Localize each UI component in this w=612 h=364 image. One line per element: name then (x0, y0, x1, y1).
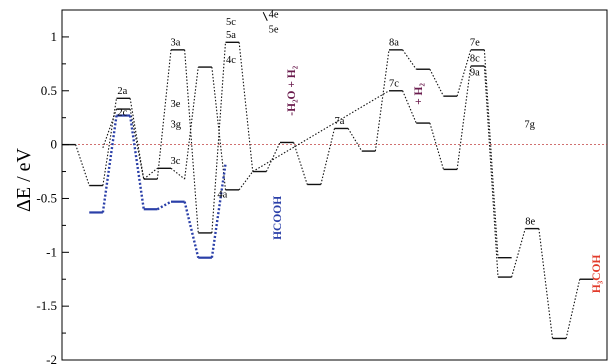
pathway-connector (402, 49, 417, 70)
annotation-label: H₃COH (591, 255, 603, 294)
pathway-connector (238, 171, 254, 191)
state-label-7e: 7e (470, 38, 480, 49)
pathway-connector (156, 49, 172, 180)
y-tick-label: -1.5 (36, 298, 57, 313)
series-group (61, 41, 594, 340)
y-tick-label: 0.5 (41, 83, 57, 98)
pathway-connector (483, 65, 499, 278)
annotations: -H₂O + H₂ + H₂ HCOOH H₃COH (272, 65, 603, 293)
pathway-connector (252, 90, 390, 173)
pathway-connector (211, 67, 227, 190)
pathway-connector (102, 98, 118, 186)
pathway-connector (170, 167, 185, 180)
plot-frame (61, 9, 608, 361)
pathway-connector (347, 128, 363, 152)
annotation-label: -H₂O + H₂ (286, 65, 298, 115)
state-label-7g: 7g (524, 119, 535, 130)
pathway-connector (183, 201, 200, 258)
pathway-connector (402, 90, 417, 124)
pathway-connector (101, 115, 118, 213)
pathway-connector (293, 142, 308, 185)
state-label-7c: 7c (389, 78, 399, 89)
pathway-connector (75, 144, 90, 186)
pathway-connector (483, 49, 499, 258)
y-axis-title: ΔE / eV (13, 147, 35, 212)
pathway-connector (129, 98, 145, 180)
y-axis-ticks: -2 -1.5 -1 -0.5 0 0.5 1 (36, 29, 69, 364)
pathway-connector (265, 142, 281, 172)
state-label-5a: 5a (226, 30, 236, 41)
pathway-connector (320, 128, 336, 185)
annotation-label: + H₂ (413, 83, 425, 105)
state-label-4e: 4e (269, 10, 279, 21)
state-label-4c: 4c (226, 55, 236, 66)
y-tick-label: -2 (46, 352, 57, 364)
pathway-connector (129, 108, 145, 180)
state-label-2c: 2c (117, 108, 127, 119)
pathway-connector (429, 122, 445, 170)
pathway-connector (538, 228, 554, 339)
state-labels: 2a 2c 3a 3e 3g 3c 5c 5a 4c 4a 4e 5e 7a 8a 7c 7e 8c 9a 7g 8e (117, 10, 535, 228)
pathway-connector (456, 49, 472, 97)
y-tick-label: -1 (46, 244, 57, 259)
y-tick-label: -0.5 (36, 190, 57, 205)
state-label-8c: 8c (470, 54, 480, 65)
state-label-3g: 3g (171, 119, 182, 130)
pathway-connector (184, 67, 199, 180)
y-tick-label: 0 (51, 137, 58, 152)
pathway-connector (456, 65, 472, 170)
plot-area-border (61, 9, 608, 361)
annotation-label: HCOOH (272, 196, 284, 240)
pathway-connector (128, 115, 145, 210)
pathway-connector (511, 228, 526, 278)
y-tick-label: 1 (51, 29, 58, 44)
pointer-arrow-icon (262, 11, 268, 21)
pathway-connector (156, 200, 172, 211)
state-label-5e: 5e (269, 25, 279, 36)
pathway-connector (565, 279, 581, 339)
state-label-9a: 9a (470, 68, 480, 79)
state-label-2a: 2a (117, 86, 127, 97)
pathway-connector (211, 42, 227, 233)
pathway-connector (143, 167, 158, 180)
state-label-3c: 3c (171, 156, 181, 167)
state-label-4a: 4a (217, 189, 227, 200)
state-label-8e: 8e (525, 216, 535, 227)
state-label-7a: 7a (335, 116, 345, 127)
pathway-connector (374, 49, 390, 152)
pathway-connector (210, 163, 227, 258)
state-label-3e: 3e (171, 99, 181, 110)
state-label-5c: 5c (226, 17, 236, 28)
pathway-connector (429, 68, 444, 97)
state-label-3a: 3a (171, 38, 181, 49)
state-label-8a: 8a (389, 38, 399, 49)
pathway-connector (102, 108, 118, 149)
pathway-connector (184, 49, 199, 233)
pathway-connector (238, 42, 254, 172)
